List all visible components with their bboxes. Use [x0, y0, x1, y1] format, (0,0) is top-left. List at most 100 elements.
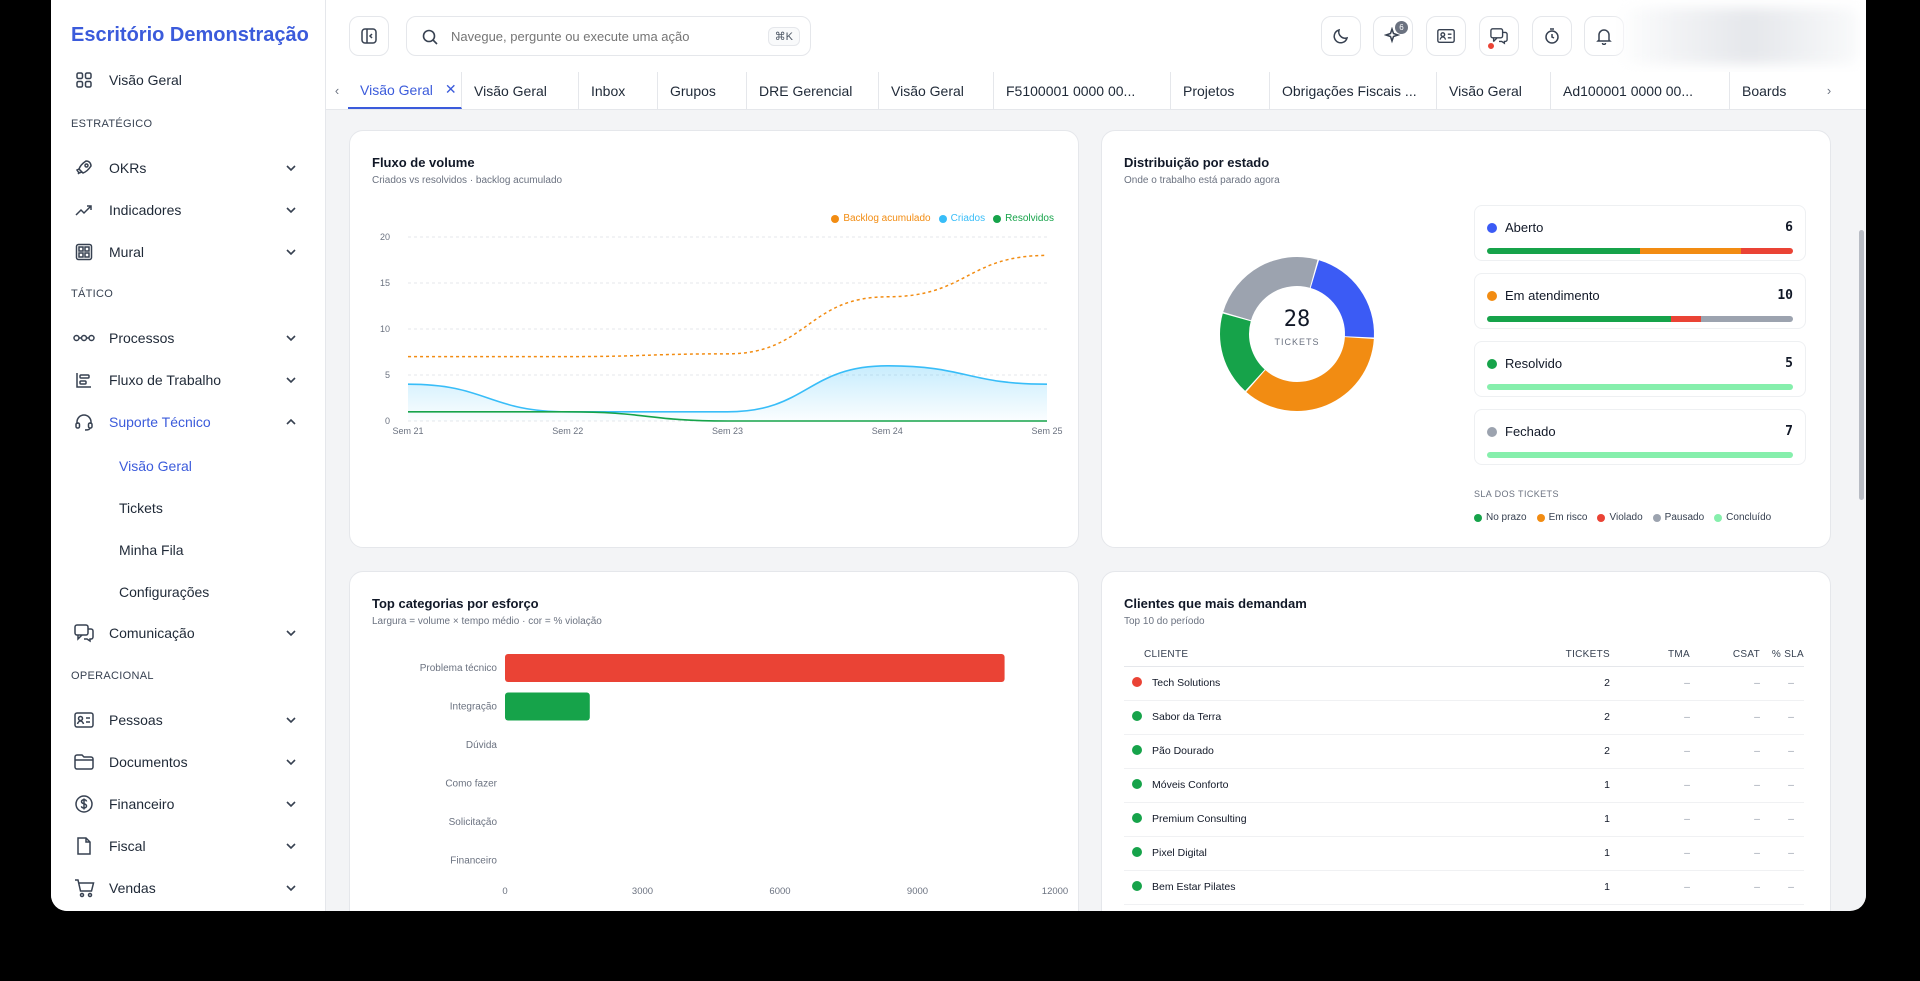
tab-label: Boards — [1742, 82, 1787, 99]
tab-projetos[interactable]: Projetos — [1171, 72, 1270, 109]
table-row[interactable]: Bem Estar Pilates 1– – – — [1124, 870, 1804, 905]
sidebar-item-okrs[interactable]: OKRs — [71, 152, 307, 184]
state-row-em-atendimento[interactable]: Em atendimento 10 — [1474, 273, 1806, 329]
sidebar-item-fluxo[interactable]: Fluxo de Trabalho — [71, 364, 307, 396]
search-input[interactable] — [451, 28, 741, 44]
column-header[interactable]: TMA — [1618, 644, 1698, 667]
sidebar-item-pessoas[interactable]: Pessoas — [71, 704, 307, 736]
tab-visao-geral-active[interactable]: Visão Geral ✕ — [348, 72, 462, 109]
client-name: Pixel Digital — [1152, 847, 1207, 859]
id-card-icon — [71, 707, 97, 733]
timer-button[interactable] — [1532, 16, 1572, 56]
donut-slice-aberto — [1310, 260, 1374, 338]
state-name: Aberto — [1505, 220, 1544, 235]
categories-bar-chart: Problema técnico Integração Dúvida Como faz… — [420, 654, 1068, 897]
sidebar-item-comunicacao[interactable]: Comunicação — [71, 617, 307, 649]
state-row-aberto[interactable]: Aberto 6 — [1474, 205, 1806, 261]
sidebar-item-financeiro[interactable]: Financeiro — [71, 788, 307, 820]
sidebar-collapse-icon — [361, 28, 377, 44]
chevron-down-icon — [286, 377, 296, 384]
sla-cell: – — [1768, 768, 1804, 803]
submenu-item-visao-geral[interactable]: Visão Geral — [119, 458, 192, 474]
status-dot — [1132, 745, 1142, 755]
tickets-cell: 1 — [1538, 802, 1618, 837]
column-header[interactable]: CSAT — [1698, 644, 1768, 667]
tab-visao-geral[interactable]: Visão Geral — [1437, 72, 1551, 109]
brand-title[interactable]: Escritório Demonstração — [71, 24, 309, 46]
volume-line-chart: 0 5 10 15 20 Sem 21 Sem 22 Sem 23 Sem 24 Sem 25 — [380, 232, 1063, 436]
table-row[interactable]: Móveis Conforto 1– – – — [1124, 768, 1804, 803]
column-header[interactable]: % SLA — [1768, 644, 1804, 667]
sidebar-item-fiscal[interactable]: Fiscal — [71, 830, 307, 862]
tab-visao-geral[interactable]: Visão Geral — [462, 72, 579, 109]
tabs-scroll-right[interactable]: › — [1818, 72, 1840, 109]
state-row-resolvido[interactable]: Resolvido 5 — [1474, 341, 1806, 397]
card-subtitle: Criados vs resolvidos · backlog acumulad… — [372, 175, 563, 186]
chevron-down-icon — [286, 759, 296, 766]
tab-visao-geral[interactable]: Visão Geral — [879, 72, 994, 109]
csat-cell: – — [1698, 666, 1768, 701]
sla-bar-segment — [1487, 316, 1671, 322]
close-icon[interactable]: ✕ — [444, 81, 457, 97]
client-cell: Tech Solutions — [1124, 666, 1538, 701]
tab-f5100001[interactable]: F5100001 0000 00... — [994, 72, 1171, 109]
sidebar-item-documentos[interactable]: Documentos — [71, 746, 307, 778]
x-tick-label: 3000 — [632, 886, 653, 897]
tab-dre-gerencial[interactable]: DRE Gerencial — [747, 72, 879, 109]
submenu-item-minha-fila[interactable]: Minha Fila — [119, 542, 184, 558]
sidebar-toggle-button[interactable] — [349, 16, 389, 56]
notifications-button[interactable] — [1584, 16, 1624, 56]
user-profile-blurred[interactable] — [1618, 8, 1858, 64]
tab-ad100001[interactable]: Ad100001 0000 00... — [1551, 72, 1730, 109]
submenu-item-configuracoes[interactable]: Configurações — [119, 584, 210, 600]
sidebar-item-mural[interactable]: Mural — [71, 236, 307, 268]
chevron-down-icon — [286, 630, 296, 637]
top-categories-card: Top categorias por esforço Largura = vol… — [349, 571, 1079, 911]
board-icon — [71, 239, 97, 265]
table-row[interactable]: Tech Solutions 2– – – — [1124, 666, 1804, 701]
sidebar-item-indicadores[interactable]: Indicadores — [71, 194, 307, 226]
sidebar-item-overview[interactable]: Visão Geral — [71, 64, 307, 96]
status-dot — [1132, 847, 1142, 857]
status-dot — [1132, 813, 1142, 823]
table-row[interactable]: Sabor da Terra 2– – – — [1124, 700, 1804, 735]
sidebar-item-vendas[interactable]: Vendas — [71, 872, 307, 904]
dollar-circle-icon — [71, 791, 97, 817]
category-label: Dúvida — [466, 740, 498, 751]
submenu-item-tickets[interactable]: Tickets — [119, 500, 163, 516]
scrollbar-thumb[interactable] — [1859, 230, 1864, 500]
sidebar-item-processos[interactable]: Processos — [71, 322, 307, 354]
category-label: Problema técnico — [420, 663, 498, 674]
column-header[interactable]: TICKETS — [1538, 644, 1618, 667]
client-cell: Móveis Conforto — [1124, 768, 1538, 803]
tma-cell: – — [1618, 768, 1698, 803]
table-row[interactable]: Premium Consulting 1– – – — [1124, 802, 1804, 837]
notification-badge: 6 — [1395, 21, 1408, 34]
column-header[interactable]: CLIENTE — [1124, 644, 1538, 667]
sidebar-item-label: Suporte Técnico — [109, 414, 211, 430]
sidebar-item-label: Financeiro — [109, 796, 175, 812]
state-name: Fechado — [1505, 424, 1556, 439]
chat-button[interactable] — [1479, 16, 1519, 56]
sla-bar-segment — [1740, 248, 1793, 254]
sidebar-item-label: Processos — [109, 330, 175, 346]
sla-bar-segment — [1487, 452, 1793, 458]
command-search[interactable]: ⌘K — [406, 16, 811, 56]
chevron-right-icon: › — [1826, 83, 1832, 98]
ai-assistant-button[interactable]: 6 — [1373, 16, 1413, 56]
sla-cell: – — [1768, 700, 1804, 735]
theme-toggle-button[interactable] — [1321, 16, 1361, 56]
state-row-fechado[interactable]: Fechado 7 — [1474, 409, 1806, 465]
contacts-button[interactable] — [1426, 16, 1466, 56]
page-scrollbar[interactable] — [1857, 110, 1866, 911]
tab-grupos[interactable]: Grupos — [658, 72, 747, 109]
card-subtitle: Largura = volume × tempo médio · cor = %… — [372, 616, 602, 627]
tab-inbox[interactable]: Inbox — [579, 72, 658, 109]
table-row[interactable]: Pixel Digital 1– – – — [1124, 836, 1804, 871]
sidebar-item-suporte[interactable]: Suporte Técnico — [71, 406, 307, 438]
tab-boards[interactable]: Boards — [1730, 72, 1818, 109]
sla-cell: – — [1768, 836, 1804, 871]
tabs-scroll-left[interactable]: ‹ — [326, 72, 348, 109]
tab-obrigacoes-fiscais[interactable]: Obrigações Fiscais ... — [1270, 72, 1437, 109]
table-row[interactable]: Pão Dourado 2– – – — [1124, 734, 1804, 769]
